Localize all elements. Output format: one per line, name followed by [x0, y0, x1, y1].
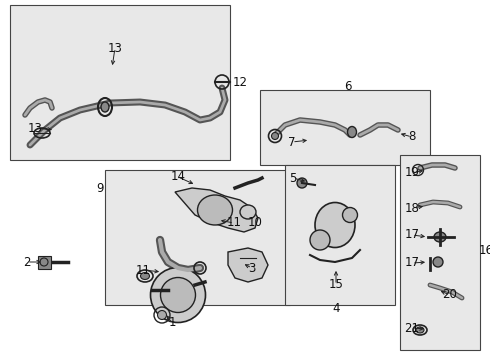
Bar	[105, 170, 290, 305]
Text: 15: 15	[329, 279, 343, 292]
Ellipse shape	[310, 230, 330, 250]
Ellipse shape	[434, 232, 446, 242]
Text: 6: 6	[344, 81, 352, 94]
Ellipse shape	[141, 273, 149, 279]
Ellipse shape	[297, 178, 307, 188]
Ellipse shape	[161, 278, 196, 312]
Text: 10: 10	[247, 216, 263, 230]
Ellipse shape	[347, 126, 357, 138]
Polygon shape	[228, 248, 268, 282]
Text: 18: 18	[405, 202, 419, 215]
Text: 1: 1	[168, 316, 176, 329]
Text: 4: 4	[332, 302, 340, 315]
Text: 13: 13	[108, 41, 122, 54]
Text: 17: 17	[405, 256, 419, 270]
Ellipse shape	[197, 195, 232, 225]
Text: 19: 19	[405, 166, 419, 180]
Text: 9: 9	[96, 181, 104, 194]
Text: 11: 11	[226, 216, 242, 230]
Text: 3: 3	[248, 261, 256, 274]
Text: 5: 5	[289, 171, 296, 184]
Text: 16: 16	[479, 243, 490, 256]
Text: 2: 2	[23, 256, 31, 269]
Bar	[400, 155, 480, 350]
Text: 13: 13	[27, 122, 43, 135]
Ellipse shape	[271, 132, 278, 139]
Ellipse shape	[101, 102, 109, 112]
Ellipse shape	[240, 205, 256, 219]
Ellipse shape	[343, 207, 358, 222]
Bar	[260, 90, 430, 165]
Ellipse shape	[157, 310, 167, 320]
Bar	[38, 256, 51, 269]
Ellipse shape	[416, 327, 424, 333]
Ellipse shape	[150, 267, 205, 323]
Text: 12: 12	[232, 76, 247, 89]
Text: 8: 8	[408, 130, 416, 144]
Text: 7: 7	[288, 135, 296, 148]
Text: 17: 17	[405, 229, 419, 242]
Text: 21: 21	[405, 321, 419, 334]
Ellipse shape	[433, 257, 443, 267]
Text: 11: 11	[136, 264, 150, 276]
Polygon shape	[175, 188, 258, 232]
Text: 20: 20	[442, 288, 458, 302]
Bar	[285, 165, 395, 305]
Bar	[10, 5, 230, 160]
Ellipse shape	[315, 202, 355, 248]
Text: 14: 14	[171, 171, 186, 184]
